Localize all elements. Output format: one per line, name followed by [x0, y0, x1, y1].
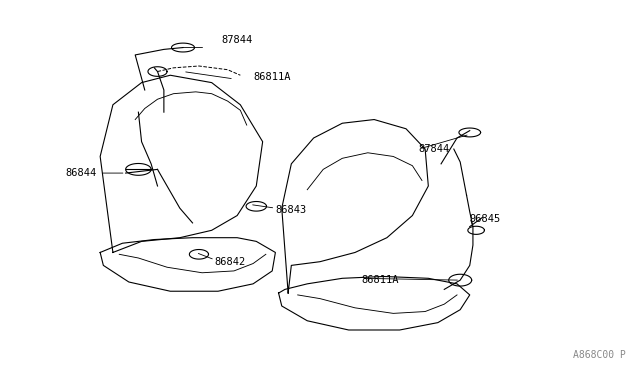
Text: 86842: 86842	[215, 257, 246, 267]
Text: 86844: 86844	[65, 168, 97, 178]
Text: 86811A: 86811A	[253, 72, 291, 82]
Text: 87844: 87844	[221, 35, 253, 45]
Text: 86811A: 86811A	[362, 275, 399, 285]
Text: 96845: 96845	[470, 214, 501, 224]
Text: A868C00 P: A868C00 P	[573, 350, 626, 359]
Text: 87844: 87844	[419, 144, 450, 154]
Text: 86843: 86843	[275, 205, 307, 215]
